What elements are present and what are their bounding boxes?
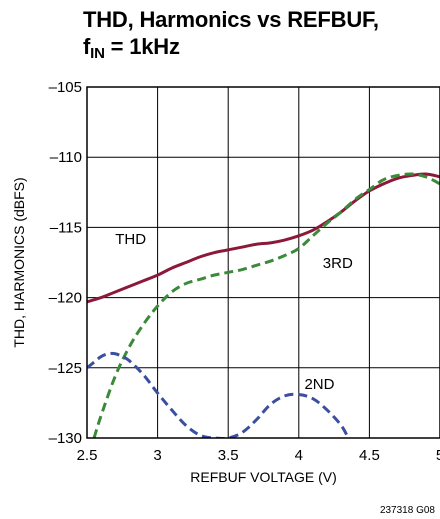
plot-border xyxy=(86,86,440,439)
series-label-3rd: 3RD xyxy=(323,255,353,272)
y-tick-label-3: –120 xyxy=(49,290,82,307)
series-labels: THD 3RD 2ND xyxy=(115,231,353,393)
chart-title: THD, Harmonics vs REFBUF, fIN = 1kHz xyxy=(83,6,379,63)
x-tick-label-3: 4 xyxy=(295,447,303,464)
x-tick-label-2: 3.5 xyxy=(218,447,239,464)
x-tick-label-0: 2.5 xyxy=(77,447,98,464)
x-tick-label-5: 5 xyxy=(436,447,440,464)
x-tick-label-1: 3 xyxy=(153,447,161,464)
series-label-thd: THD xyxy=(115,231,146,248)
series-line-3rd xyxy=(92,172,440,438)
series-label-2nd: 2ND xyxy=(304,376,334,393)
y-tick-label-1: –110 xyxy=(50,149,82,166)
x-tick-label-4: 4.5 xyxy=(359,447,380,464)
y-tick-label-0: –105 xyxy=(49,79,82,96)
title-f: f xyxy=(83,34,91,59)
series-layer xyxy=(87,172,440,438)
y-tick-label-4: –125 xyxy=(49,360,82,377)
series-line-2nd xyxy=(87,351,350,438)
title-subscript: IN xyxy=(90,45,105,62)
y-tick-label-5: –130 xyxy=(49,430,82,447)
figure-code: 237318 G08 xyxy=(380,505,435,516)
chart-title-line1: THD, Harmonics vs REFBUF, xyxy=(83,7,379,32)
series-line-thd xyxy=(87,172,440,304)
plot-frame xyxy=(86,86,440,439)
y-tick-label-2: –115 xyxy=(50,219,82,236)
tick-labels: 2.5 3 3.5 4 4.5 5 –105 –110 –115 –120 –125 –130 xyxy=(49,79,440,464)
y-axis-label: THD, HARMONICS (dBFS) xyxy=(11,177,27,347)
x-axis-label: REFBUF VOLTAGE (V) xyxy=(190,469,337,485)
title-suffix: = 1kHz xyxy=(104,34,180,59)
chart-title-line2: fIN = 1kHz xyxy=(83,33,379,63)
grid xyxy=(87,87,440,438)
